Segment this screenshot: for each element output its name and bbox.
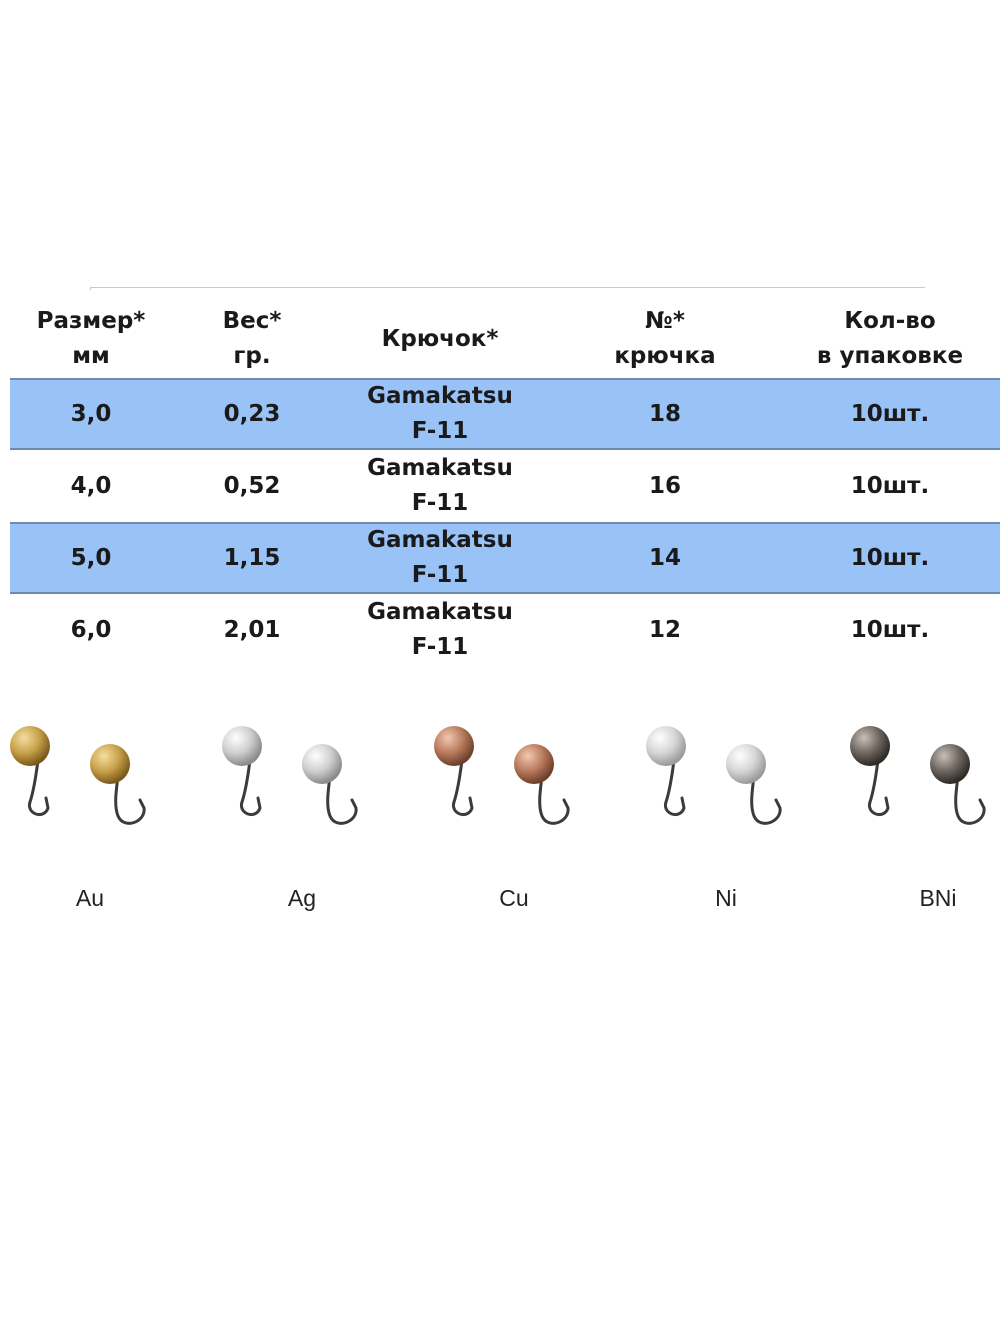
jig-bni-2	[930, 744, 986, 825]
cell-quantity: 10шт.	[850, 545, 930, 571]
cell-quantity: 10шт.	[850, 473, 930, 499]
header-weight-line1: Вес*	[222, 308, 282, 334]
spec-table: Размер* мм Вес* гр. Крючок* №* крючка Ко…	[10, 300, 1000, 666]
header-hook-number: №* крючка	[600, 300, 730, 378]
cell-hook-number: 16	[648, 473, 681, 499]
header-size: Размер* мм	[30, 300, 152, 378]
table-body: 3,0 0,23 Gamakatsu F-11 18 10шт. 4,0 0,5…	[10, 378, 1000, 666]
metal-label-cu: Cu	[499, 885, 529, 911]
jig-au-2	[90, 744, 146, 825]
jig-cu-1	[434, 726, 474, 817]
cell-hook-model: F-11	[411, 634, 469, 660]
header-quantity: Кол-во в упаковке	[800, 300, 980, 378]
cell-hook-brand: Gamakatsu	[367, 455, 513, 481]
header-size-line2: мм	[72, 343, 110, 369]
metal-labels: Au Ag Cu Ni BNi	[0, 885, 1000, 925]
cell-hook: Gamakatsu F-11	[340, 524, 540, 592]
jig-ag-1	[222, 726, 262, 817]
cell-quantity: 10шт.	[850, 617, 930, 643]
cell-hook-number: 12	[648, 617, 681, 643]
jig-au-image	[10, 726, 146, 825]
header-hook: Крючок*	[340, 300, 540, 378]
cell-hook-brand: Gamakatsu	[367, 527, 513, 553]
header-weight: Вес* гр.	[190, 300, 314, 378]
cell-size: 5,0	[70, 545, 112, 571]
header-hook-line1: Крючок*	[381, 325, 499, 352]
cell-hook-brand: Gamakatsu	[367, 599, 513, 625]
cell-hook-brand: Gamakatsu	[367, 383, 513, 409]
cell-hook: Gamakatsu F-11	[340, 450, 540, 522]
table-row: 3,0 0,23 Gamakatsu F-11 18 10шт.	[10, 378, 1000, 450]
header-quantity-line1: Кол-во	[844, 308, 936, 334]
table-row: 5,0 1,15 Gamakatsu F-11 14 10шт.	[10, 522, 1000, 594]
cell-size: 4,0	[70, 473, 112, 499]
cell-size: 3,0	[70, 401, 112, 427]
cell-quantity: 10шт.	[850, 401, 930, 427]
table-row: 6,0 2,01 Gamakatsu F-11 12 10шт.	[10, 594, 1000, 666]
header-weight-line2: гр.	[233, 343, 271, 369]
jig-bni-image	[850, 726, 986, 825]
metal-label-bni: BNi	[919, 885, 957, 911]
cell-weight: 2,01	[223, 617, 281, 643]
table-row: 4,0 0,52 Gamakatsu F-11 16 10шт.	[10, 450, 1000, 522]
cell-hook: Gamakatsu F-11	[340, 594, 540, 666]
jig-gallery	[0, 700, 1000, 840]
top-rule	[90, 287, 925, 290]
header-hook-number-line1: №*	[645, 308, 685, 334]
header-quantity-line2: в упаковке	[816, 343, 964, 369]
cell-hook-model: F-11	[411, 418, 469, 444]
cell-weight: 0,52	[223, 473, 281, 499]
jig-au-1	[10, 726, 50, 817]
jig-cu-image	[434, 726, 570, 825]
cell-hook-number: 14	[648, 545, 681, 571]
jig-cu-2	[514, 744, 570, 825]
jig-ni-2	[726, 744, 782, 825]
metal-label-ag: Ag	[287, 885, 317, 911]
jig-bni-1	[850, 726, 890, 817]
jig-ni-image	[646, 726, 782, 825]
jig-ni-1	[646, 726, 686, 817]
header-size-line1: Размер*	[36, 308, 146, 334]
header-hook-number-line2: крючка	[614, 343, 716, 369]
cell-hook: Gamakatsu F-11	[340, 380, 540, 448]
cell-weight: 0,23	[223, 401, 281, 427]
jig-ag-2	[302, 744, 358, 825]
jig-ag-image	[222, 726, 358, 825]
table-header: Размер* мм Вес* гр. Крючок* №* крючка Ко…	[10, 300, 1000, 378]
cell-hook-number: 18	[648, 401, 681, 427]
metal-label-ni: Ni	[715, 885, 737, 911]
cell-hook-model: F-11	[411, 562, 469, 588]
cell-size: 6,0	[70, 617, 112, 643]
cell-weight: 1,15	[223, 545, 281, 571]
metal-label-au: Au	[75, 885, 105, 911]
cell-hook-model: F-11	[411, 490, 469, 516]
